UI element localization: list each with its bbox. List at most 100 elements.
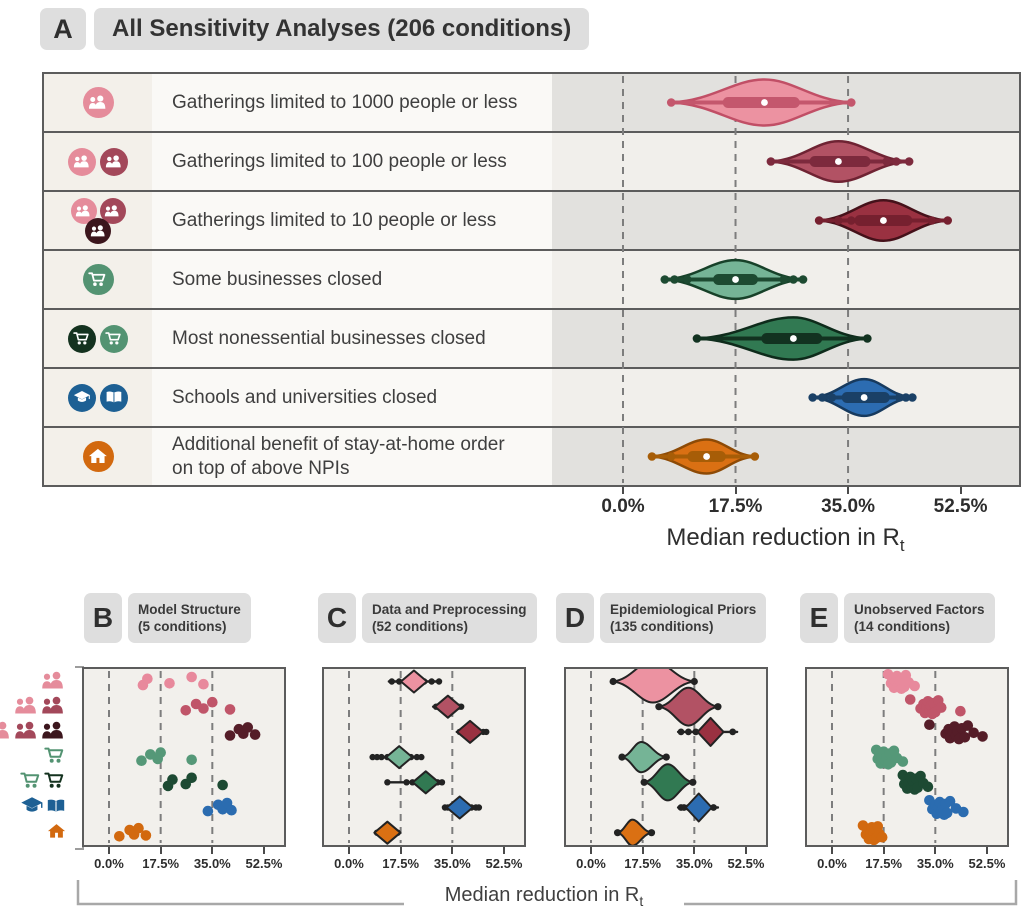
- panel-d-badge: D: [556, 593, 594, 643]
- axis-tick: [502, 847, 505, 854]
- house-circle-icon: [82, 441, 114, 472]
- cart-icon: [73, 332, 89, 345]
- npi-row-plot-bg: [552, 192, 1019, 249]
- axis-tick-label: 0.0%: [576, 856, 606, 871]
- house-icon: [47, 823, 66, 838]
- panel-e-axis: 0.0% 17.5% 35.0% 52.5%: [807, 847, 1007, 875]
- npi-row: Additional benefit of stay-at-home order…: [44, 428, 1019, 485]
- npi-row-plot-bg: [552, 428, 1019, 485]
- npi-row-label-line: Schools and universities closed: [172, 386, 438, 408]
- panel-d-axis: 0.0% 17.5% 35.0% 52.5%: [566, 847, 766, 875]
- panel-a-axis: 0.0% 17.5% 35.0% 52.5%: [552, 487, 1019, 521]
- icon-column-row: [44, 744, 66, 766]
- npi-row-label-line: Gatherings limited to 1000 people or les…: [172, 91, 518, 113]
- people-circle-icon: [68, 147, 96, 176]
- panel-e-title-line2: (14 conditions): [854, 619, 951, 634]
- book-circle-icon: [100, 383, 128, 412]
- panel-c-title-line1: Data and Preprocessing: [372, 602, 527, 617]
- panel-d-svg: [590, 659, 739, 847]
- axis-tick-label: 35.0%: [433, 856, 471, 871]
- axis-tick: [693, 847, 696, 854]
- series-4: [369, 745, 425, 770]
- npi-icon-cell: [44, 369, 152, 426]
- series-1: [882, 669, 920, 694]
- npi-row-plot-bg: [552, 310, 1019, 367]
- axis-tick-label: 17.5%: [382, 856, 420, 871]
- axis-tick-label: 52.5%: [968, 856, 1006, 871]
- axis-tick: [159, 847, 162, 854]
- series-7: [114, 822, 152, 842]
- axis-tick: [641, 847, 644, 854]
- panel-a-badge: A: [40, 8, 86, 50]
- npi-row-label: Schools and universities closed: [152, 369, 552, 426]
- axis-tick-label: 0.0%: [601, 496, 645, 517]
- axis-tick-label: 35.0%: [193, 856, 231, 871]
- series-3: [676, 716, 739, 747]
- axis-tick: [211, 847, 214, 854]
- npi-row: Schools and universities closed: [44, 369, 1019, 428]
- people-icon: [105, 205, 119, 217]
- axis-tick-label: 0.0%: [334, 856, 364, 871]
- people-icon: [15, 721, 36, 739]
- panel-d-title: Epidemiological Priors (135 conditions): [600, 593, 767, 643]
- axis-tick: [399, 847, 402, 854]
- npi-row-label-line: Some businesses closed: [172, 268, 383, 290]
- series-2: [180, 696, 236, 716]
- panel-e-title-line1: Unobserved Factors: [854, 602, 985, 617]
- bottom-icon-column: [0, 667, 70, 847]
- icon-cluster: [70, 197, 126, 244]
- npi-row: Gatherings limited to 100 people or less: [44, 133, 1019, 192]
- panel-b-title-line1: Model Structure: [138, 602, 241, 617]
- axis-tick-label: 17.5%: [865, 856, 903, 871]
- panel-c-svg: [348, 669, 490, 845]
- series-5: [640, 763, 697, 802]
- panel-a-axis-title: Median reduction in Rt: [552, 524, 1019, 556]
- cart-icon: [20, 772, 40, 788]
- panel-e-badge: E: [800, 593, 838, 643]
- npi-row-plot-bg: [552, 74, 1019, 131]
- npi-icon-cell: [44, 192, 152, 249]
- panel-b-badge: B: [84, 593, 122, 643]
- people-icon: [105, 155, 121, 168]
- book-icon: [106, 391, 122, 403]
- axis-tick: [882, 847, 885, 854]
- axis-tick-label: 52.5%: [485, 856, 523, 871]
- people-icon: [89, 95, 106, 110]
- axis-tick: [451, 847, 454, 854]
- series-5: [384, 770, 446, 795]
- people-icon: [42, 721, 63, 739]
- npi-row-plot-bg: [552, 251, 1019, 308]
- panel-c-title: Data and Preprocessing (52 conditions): [362, 593, 537, 643]
- people-icon: [42, 696, 63, 714]
- npi-row: Most nonessential businesses closed: [44, 310, 1019, 369]
- people-icon: [0, 721, 9, 739]
- axis-tick: [348, 847, 350, 854]
- npi-row-label: Gatherings limited to 10 people or less: [152, 192, 552, 249]
- axis-tick-label: 17.5%: [708, 496, 763, 517]
- icon-column-row: [0, 719, 66, 741]
- house-icon: [89, 449, 107, 464]
- grad-cap-icon: [21, 797, 43, 812]
- axis-tick-label: 17.5%: [624, 856, 662, 871]
- npi-row: Gatherings limited to 10 people or less: [44, 192, 1019, 251]
- panel-d-plot: [564, 659, 768, 847]
- panel-b-axis: 0.0% 17.5% 35.0% 52.5%: [84, 847, 284, 875]
- panel-e-title: Unobserved Factors (14 conditions): [844, 593, 995, 643]
- people-circle-icon: [85, 217, 111, 244]
- npi-row-label: Gatherings limited to 100 people or less: [152, 133, 552, 190]
- series-3: [455, 719, 490, 744]
- npi-row: Some businesses closed: [44, 251, 1019, 310]
- npi-icon-cell: [44, 74, 152, 131]
- axis-tick: [744, 847, 747, 854]
- axis-tick-label: 52.5%: [245, 856, 283, 871]
- npi-row-plot-bg: [552, 133, 1019, 190]
- panel-e-plot: [805, 667, 1009, 847]
- panel-c-plot: [322, 667, 526, 847]
- icon-column-row: [47, 820, 66, 842]
- people-icon: [15, 696, 36, 714]
- panel-c-badge: C: [318, 593, 356, 643]
- axis-label-subscript: t: [899, 535, 905, 555]
- series-2: [904, 694, 966, 720]
- axis-tick-label: 17.5%: [142, 856, 180, 871]
- panel-b-title: Model Structure (5 conditions): [128, 593, 251, 643]
